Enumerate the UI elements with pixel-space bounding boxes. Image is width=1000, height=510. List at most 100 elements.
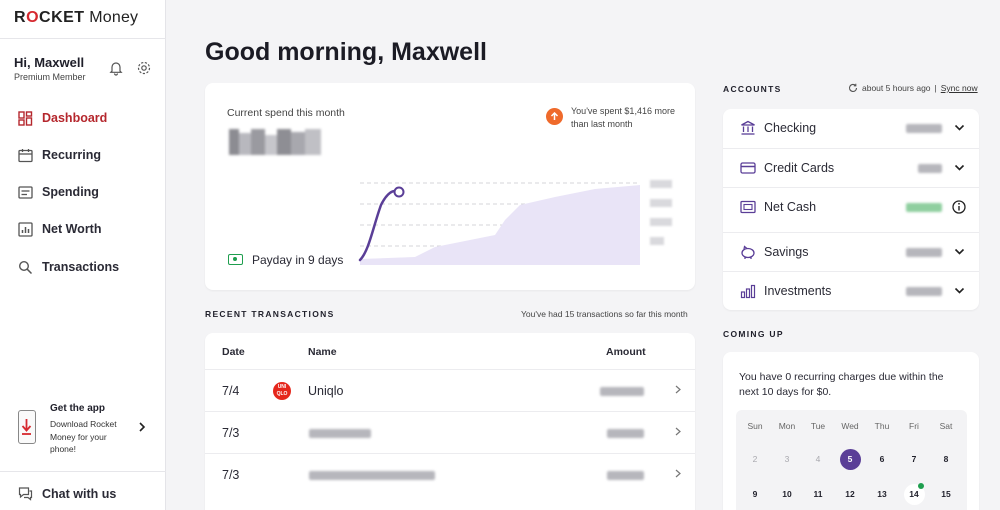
arrow-up-icon	[546, 108, 563, 125]
coming-up-title: COMING UP	[723, 329, 784, 339]
spend-comparison-note: You've spent $1,416 more than last month	[571, 106, 675, 129]
redacted-axis-label	[650, 199, 672, 207]
calendar-day[interactable]: 2	[752, 454, 758, 464]
account-row-savings[interactable]: Savings	[723, 232, 979, 271]
table-row[interactable]: 7/3	[205, 411, 695, 453]
chevron-right-icon	[675, 469, 681, 478]
get-app-promo[interactable]: Get the app Download Rocket Money for yo…	[14, 400, 159, 460]
calendar-day[interactable]: 10	[782, 489, 792, 499]
chevron-right-icon	[139, 422, 146, 432]
bank-icon	[741, 120, 755, 135]
upcoming-calendar: Sun Mon Tue Wed Thu Fri Sat 2 3 4 5 6 7 …	[736, 410, 967, 510]
transaction-date: 7/4	[222, 384, 240, 398]
get-app-title: Get the app	[50, 403, 106, 414]
account-row-net-cash[interactable]: Net Cash	[723, 187, 979, 226]
sidebar-item-label: Dashboard	[42, 111, 108, 125]
payday-indicator-dot	[918, 483, 924, 489]
cash-icon	[740, 200, 756, 214]
logo-light: Money	[89, 9, 139, 26]
redacted-axis-label	[650, 237, 664, 245]
redacted-amount	[229, 129, 321, 155]
page-title: Good morning, Maxwell	[205, 38, 487, 66]
redacted-balance	[906, 203, 942, 212]
sidebar-item-label: Net Worth	[42, 222, 102, 236]
spending-icon	[18, 185, 33, 200]
calendar-day[interactable]: 9	[752, 489, 758, 499]
spend-trend-chart	[358, 182, 640, 265]
bell-icon[interactable]	[108, 60, 124, 76]
gear-icon[interactable]	[136, 60, 152, 76]
sync-status: about 5 hours ago | Sync now	[848, 83, 978, 93]
coming-up-card: You have 0 recurring charges due within …	[723, 352, 979, 510]
dashboard-icon	[18, 110, 33, 126]
redacted-balance	[906, 287, 942, 296]
redacted-amount	[607, 471, 644, 480]
column-header-name[interactable]: Name	[308, 346, 337, 358]
column-header-date[interactable]: Date	[222, 346, 245, 358]
calendar-day[interactable]: 15	[941, 489, 951, 499]
current-spend-card[interactable]: Current spend this month You've spent $1…	[205, 83, 695, 290]
recent-transactions-table: Date Name Amount 7/4 UNI QLO Uniqlo 7/3 …	[205, 333, 695, 510]
uniqlo-logo: UNI QLO	[273, 382, 291, 400]
chevron-right-icon	[675, 385, 681, 394]
weekday-label: Thu	[874, 421, 890, 431]
account-label: Credit Cards	[764, 161, 835, 175]
weekday-label: Fri	[909, 421, 919, 431]
account-label: Investments	[764, 284, 832, 298]
sidebar-item-label: Spending	[42, 185, 99, 199]
credit-card-icon	[740, 162, 756, 174]
current-month-line	[358, 189, 401, 262]
payday-countdown: Payday in 9 days	[252, 253, 344, 267]
account-label: Savings	[764, 245, 809, 259]
weekday-label: Wed	[841, 421, 859, 431]
sidebar-item-spending[interactable]: Spending	[18, 182, 99, 202]
calendar-day[interactable]: 4	[815, 454, 821, 464]
sidebar-item-dashboard[interactable]: Dashboard	[18, 108, 107, 128]
chevron-down-icon	[954, 124, 965, 131]
sidebar-item-recurring[interactable]: Recurring	[18, 145, 101, 165]
weekday-label: Mon	[778, 421, 796, 431]
calendar-day-today[interactable]: 5	[839, 449, 861, 470]
transaction-date: 7/3	[222, 426, 240, 440]
search-icon	[18, 260, 33, 275]
rocket-money-logo[interactable]: ROCKET Money	[14, 9, 138, 27]
redacted-axis-label	[650, 218, 672, 226]
table-row[interactable]: 7/3	[205, 453, 695, 495]
redacted-amount	[600, 387, 644, 396]
calendar-day[interactable]: 8	[943, 454, 949, 464]
calendar-day[interactable]: 11	[813, 489, 823, 499]
separator: |	[934, 83, 937, 93]
calendar-day[interactable]: 3	[784, 454, 790, 464]
account-row-checking[interactable]: Checking	[723, 109, 979, 148]
weekday-label: Tue	[810, 421, 826, 431]
sidebar-item-transactions[interactable]: Transactions	[18, 257, 119, 277]
sidebar-item-net-worth[interactable]: Net Worth	[18, 219, 102, 239]
chevron-down-icon	[954, 287, 965, 294]
redacted-axis-label	[650, 180, 672, 188]
calendar-day-payday[interactable]: 14	[903, 484, 925, 505]
upcoming-charges-summary: You have 0 recurring charges due within …	[739, 371, 944, 398]
transactions-count: You've had 15 transactions so far this m…	[521, 309, 688, 319]
redacted-balance	[906, 248, 942, 257]
info-icon[interactable]	[952, 200, 966, 214]
account-row-investments[interactable]: Investments	[723, 271, 979, 310]
current-spend-point	[393, 186, 405, 198]
current-spend-label: Current spend this month	[227, 107, 345, 119]
refresh-icon[interactable]	[848, 83, 858, 93]
calendar-day[interactable]: 7	[911, 454, 917, 464]
redacted-balance	[906, 124, 942, 133]
calendar-day[interactable]: 13	[877, 489, 887, 499]
chat-with-us-button[interactable]: Chat with us	[18, 486, 116, 501]
logo-bold: ROCKET	[14, 9, 85, 26]
weekday-label: Sat	[939, 421, 953, 431]
account-label: Checking	[764, 121, 817, 135]
calendar-day[interactable]: 6	[879, 454, 885, 464]
column-header-amount[interactable]: Amount	[606, 346, 646, 358]
account-row-credit-cards[interactable]: Credit Cards	[723, 148, 979, 187]
sync-now-link[interactable]: Sync now	[940, 83, 978, 93]
piggy-bank-icon	[741, 245, 755, 259]
calendar-day[interactable]: 12	[845, 489, 855, 499]
chevron-down-icon	[954, 248, 965, 255]
table-row[interactable]: 7/4 UNI QLO Uniqlo	[205, 369, 695, 411]
transaction-name: Uniqlo	[308, 384, 344, 398]
